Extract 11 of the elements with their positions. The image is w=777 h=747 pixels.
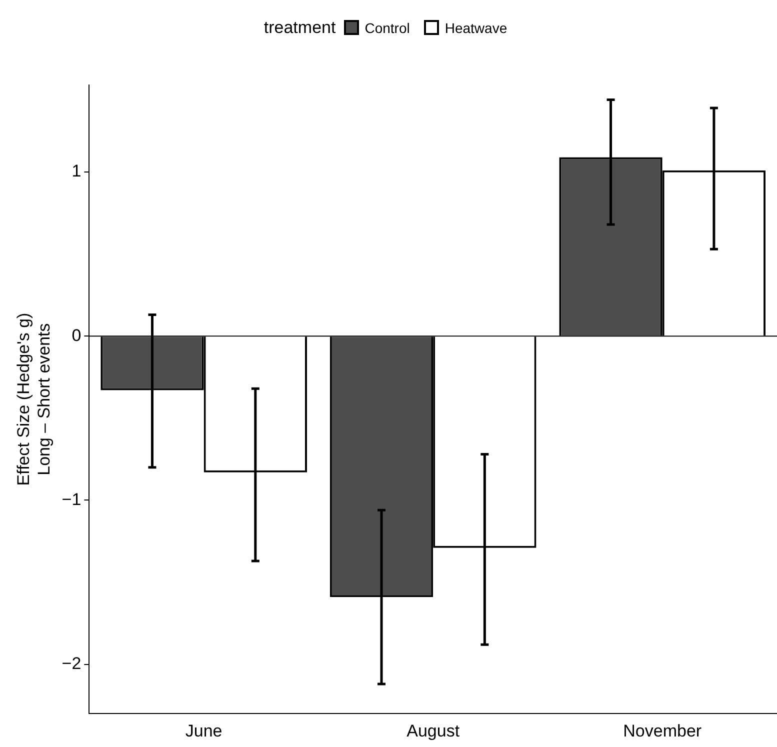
y-tick-label: 1 <box>72 162 82 181</box>
x-tick-label: June <box>185 721 222 740</box>
y-tick-label: 0 <box>72 326 82 345</box>
y-axis-title: Effect Size (Hedge's g) Long – Short events <box>14 312 54 486</box>
y-tick-label: −2 <box>62 654 82 674</box>
legend-title: treatment <box>264 18 336 38</box>
legend-label: Heatwave <box>444 20 508 36</box>
legend-label: Control <box>364 20 410 36</box>
x-tick-label: November <box>623 721 702 740</box>
x-tick-label: August <box>406 721 460 740</box>
y-tick-label: −1 <box>62 490 82 509</box>
